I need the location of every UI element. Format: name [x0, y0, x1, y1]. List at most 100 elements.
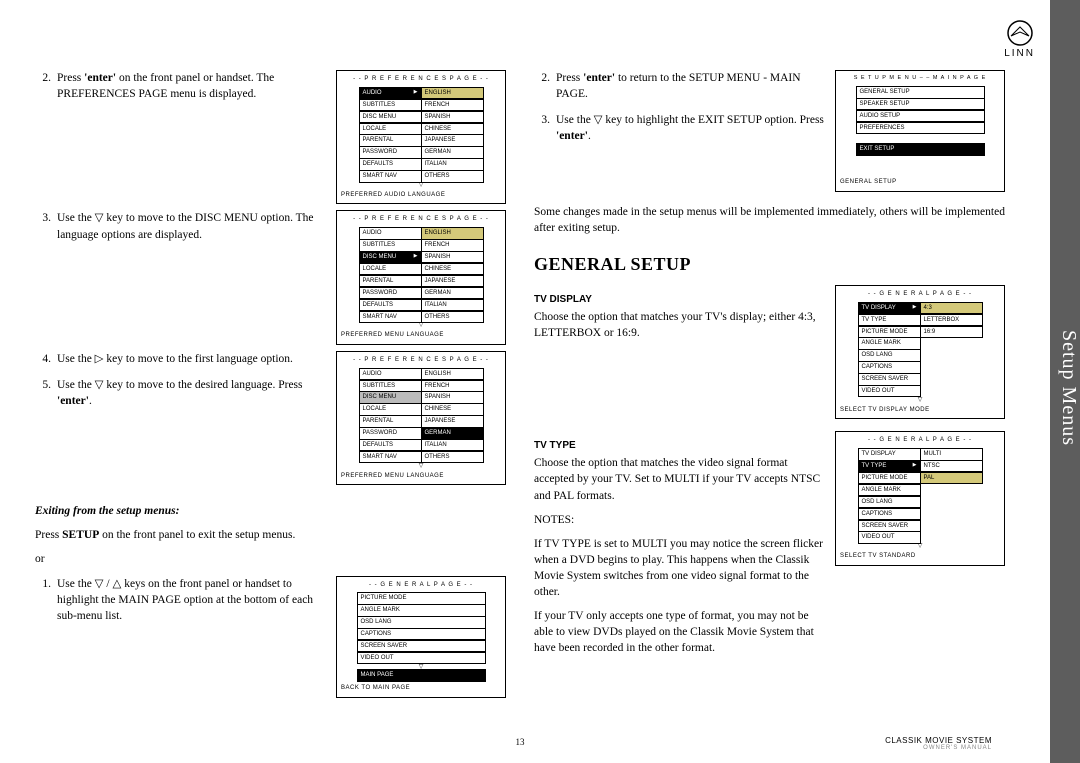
menu-cell: SUBTITLES [359, 380, 422, 392]
menu-cell: ITALIAN [421, 158, 484, 170]
menu-cell: ENGLISH [421, 87, 484, 99]
menu-cell: SCREEN SAVER [858, 373, 921, 385]
step-num: 2. [35, 70, 57, 102]
menu-setup-main: S E T U P M E N U – – M A I N P A G E GE… [835, 70, 1005, 192]
step-text: Press 'enter' to return to the SETUP MEN… [556, 70, 825, 102]
menu-preferences-2: - - P R E F E R E N C E S P A G E - - AU… [336, 210, 506, 344]
exit-heading: Exiting from the setup menus: [35, 503, 506, 519]
step-text: Use the ▽ key to move to the DISC MENU o… [57, 210, 328, 242]
menu-cell: LOCALE [359, 263, 422, 275]
step-text: Use the ▽ key to highlight the EXIT SETU… [556, 112, 825, 144]
menu-cell: ENGLISH [421, 227, 484, 239]
side-tab: Setup Menus [1050, 0, 1080, 763]
menu-cell: FRENCH [421, 99, 484, 111]
step-num: 3. [35, 210, 57, 242]
tv-display-text: Choose the option that matches your TV's… [534, 309, 825, 341]
menu-cell: JAPANESE [421, 275, 484, 287]
exit-or: or [35, 551, 506, 567]
menu-cell: GERMAN [421, 146, 484, 158]
menu-cell: OSD LANG [357, 616, 486, 628]
menu-cell: DISC MENU [359, 391, 422, 403]
menu-tv-type: - - G E N E R A L P A G E - - TV DISPLAY… [835, 431, 1005, 565]
menu-cell: OSD LANG [858, 349, 921, 361]
tv-type-notes: NOTES: [534, 512, 825, 528]
tv-type-heading: TV Type [534, 439, 825, 453]
menu-tv-display: - - G E N E R A L P A G E - - TV DISPLAY… [835, 285, 1005, 419]
menu-cell: TV DISPLAY [858, 448, 921, 460]
menu-cell: ANGLE MARK [858, 484, 921, 496]
menu-cell: VIDEO OUT [357, 652, 486, 664]
menu-cell: SPANISH [421, 251, 484, 263]
menu-cell: TV TYPE [858, 314, 921, 326]
menu-cell: DEFAULTS [359, 439, 422, 451]
menu-cell: MULTI [920, 448, 983, 460]
menu-cell: AUDIO [359, 368, 422, 380]
menu-cell: SCREEN SAVER [357, 640, 486, 652]
page-footer: CLASSIK MOVIE SYSTEM OWNER'S MANUAL [885, 736, 992, 751]
menu-cell: OTHERS [421, 170, 484, 182]
menu-cell: VIDEO OUT [858, 385, 921, 397]
page-number: 13 [516, 737, 525, 747]
menu-cell: LOCALE [359, 123, 422, 135]
step-num: 4. [35, 351, 57, 367]
step-num: 3. [534, 112, 556, 144]
menu-cell: NTSC [920, 460, 983, 472]
menu-cell: CAPTIONS [357, 628, 486, 640]
exit-text: Press SETUP on the front panel to exit t… [35, 527, 506, 543]
menu-cell: ANGLE MARK [357, 604, 486, 616]
step-num: 2. [534, 70, 556, 102]
tv-type-p1: Choose the option that matches the video… [534, 455, 825, 503]
step-num: 5. [35, 377, 57, 409]
menu-cell: SPEAKER SETUP [856, 98, 985, 110]
menu-cell: SMART NAV [359, 311, 422, 323]
step-num: 1. [35, 576, 57, 624]
menu-cell: AUDIO [359, 227, 422, 239]
menu-cell: JAPANESE [421, 415, 484, 427]
menu-cell: SUBTITLES [359, 99, 422, 111]
menu-preferences-3: - - P R E F E R E N C E S P A G E - - AU… [336, 351, 506, 485]
menu-cell: SPANISH [421, 391, 484, 403]
step-text: Use the ▷ key to move to the first langu… [57, 351, 328, 367]
menu-cell: PICTURE MODE [858, 472, 921, 484]
menu-cell: LETTERBOX [920, 314, 983, 326]
tv-display-heading: TV Display [534, 293, 825, 307]
page-content: 2. Press 'enter' on the front panel or h… [0, 0, 1040, 763]
tv-type-p2: If TV TYPE is set to MULTI you may notic… [534, 536, 825, 600]
menu-cell: PREFERENCES [856, 122, 985, 134]
menu-cell: CAPTIONS [858, 508, 921, 520]
menu-cell: CHINESE [421, 123, 484, 135]
menu-cell: ANGLE MARK [858, 337, 921, 349]
menu-preferences-1: - - P R E F E R E N C E S P A G E - - AU… [336, 70, 506, 204]
menu-cell: TV DISPLAY [858, 302, 921, 314]
tv-type-p3: If your TV only accepts one type of form… [534, 608, 825, 656]
menu-cell: PASSWORD [359, 287, 422, 299]
menu-cell: GERMAN [421, 427, 484, 439]
menu-cell: CHINESE [421, 403, 484, 415]
menu-cell: 4:3 [920, 302, 983, 314]
menu-cell: TV TYPE [858, 460, 921, 472]
left-column: 2. Press 'enter' on the front panel or h… [35, 70, 506, 704]
menu-cell: PICTURE MODE [858, 326, 921, 338]
menu-cell: PICTURE MODE [357, 592, 486, 604]
menu-cell: OTHERS [421, 311, 484, 323]
menu-cell: LOCALE [359, 403, 422, 415]
menu-cell: PAL [920, 472, 983, 484]
menu-cell: PARENTAL [359, 134, 422, 146]
general-setup-heading: GENERAL SETUP [534, 252, 1005, 277]
menu-cell: FRENCH [421, 380, 484, 392]
menu-cell: FRENCH [421, 239, 484, 251]
menu-cell: SMART NAV [359, 170, 422, 182]
menu-cell: DISC MENU [359, 251, 422, 263]
menu-cell: GENERAL SETUP [856, 86, 985, 98]
menu-cell: SCREEN SAVER [858, 520, 921, 532]
menu-cell: SMART NAV [359, 451, 422, 463]
menu-cell: JAPANESE [421, 134, 484, 146]
menu-cell: SPANISH [421, 111, 484, 123]
menu-cell: CHINESE [421, 263, 484, 275]
menu-cell: ITALIAN [421, 299, 484, 311]
menu-cell: ITALIAN [421, 439, 484, 451]
menu-cell: DEFAULTS [359, 158, 422, 170]
menu-cell: CAPTIONS [858, 361, 921, 373]
menu-general-mainpage: - - G E N E R A L P A G E - - PICTURE MO… [336, 576, 506, 698]
menu-cell: ENGLISH [421, 368, 484, 380]
